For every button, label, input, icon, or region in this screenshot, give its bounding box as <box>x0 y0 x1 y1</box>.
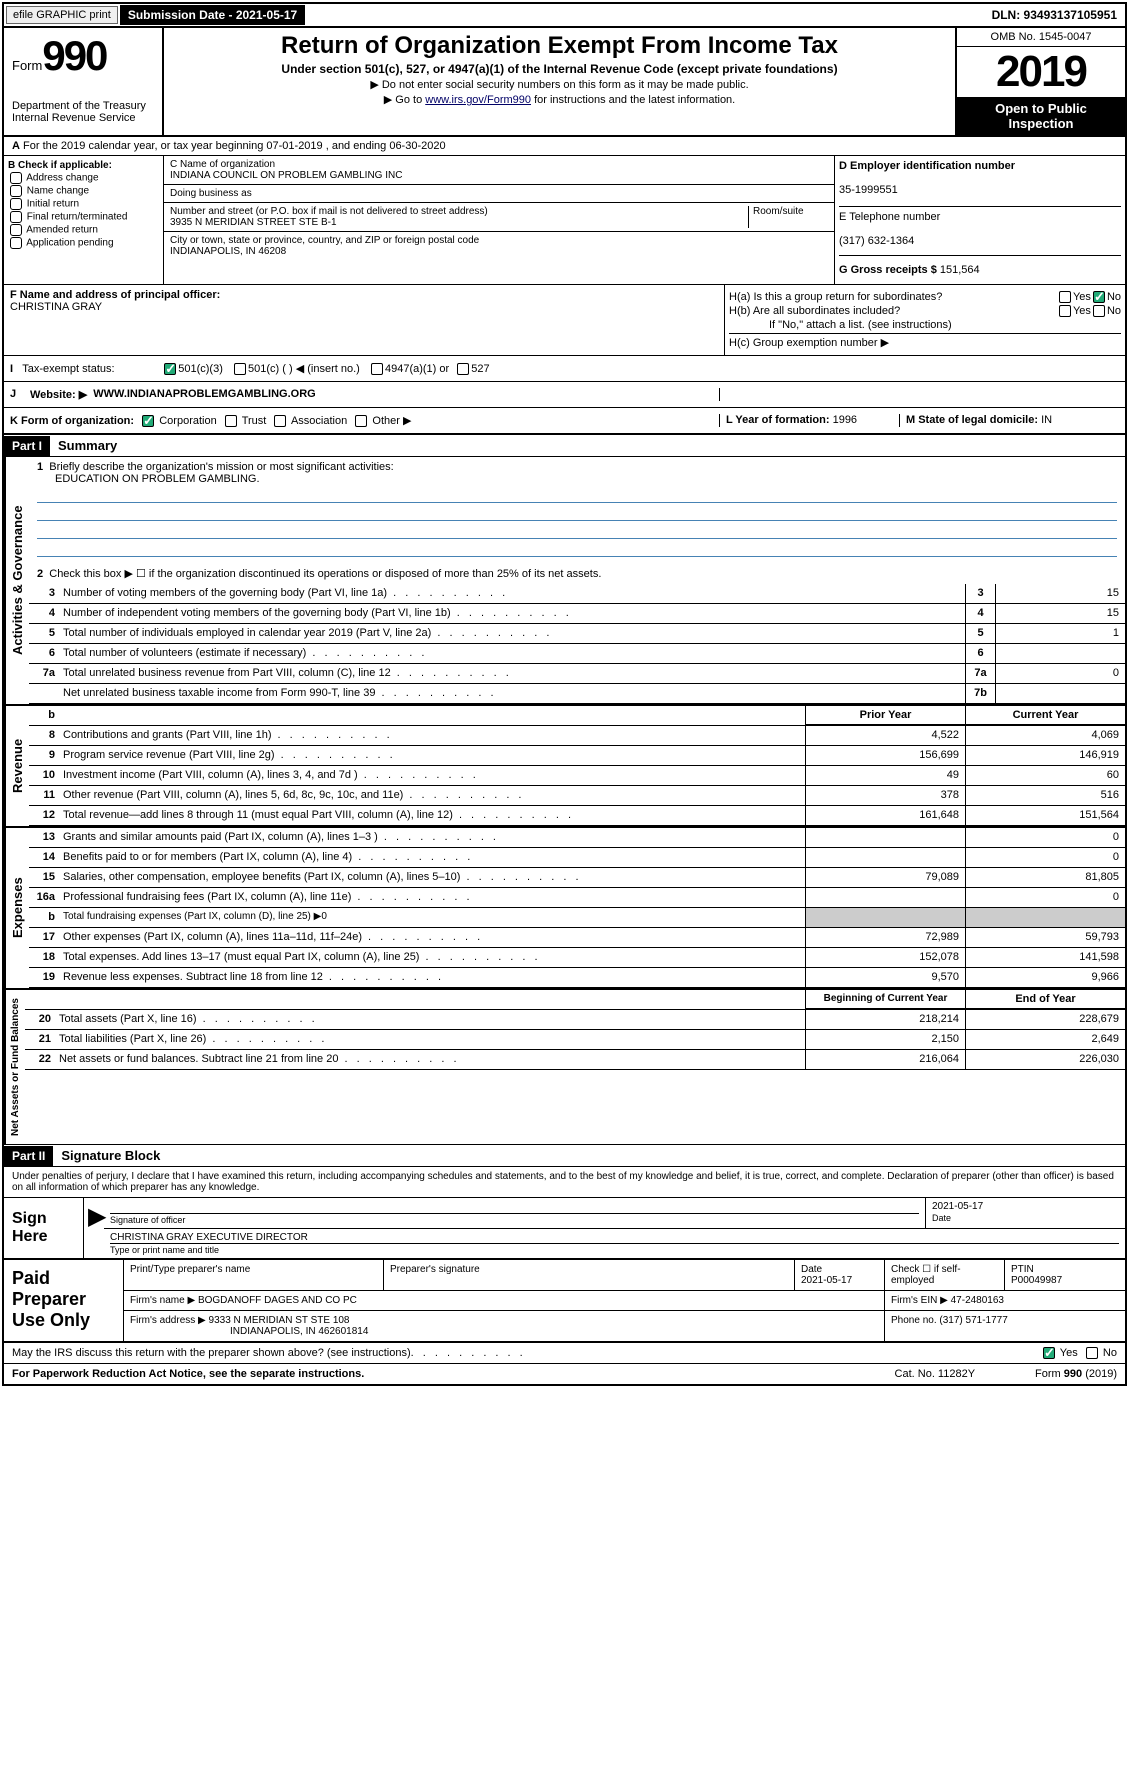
state-domicile: IN <box>1041 414 1052 426</box>
expense-line-16a: 16a Professional fundraising fees (Part … <box>29 888 1125 908</box>
vert-revenue: Revenue <box>4 706 29 826</box>
corner-b: b <box>29 706 59 725</box>
open-to-public: Open to Public Inspection <box>957 97 1125 135</box>
vert-activities-governance: Activities & Governance <box>4 457 29 704</box>
revenue-line-8: 8 Contributions and grants (Part VIII, l… <box>29 726 1125 746</box>
omb-cell: OMB No. 1545-0047 2019 Open to Public In… <box>955 28 1125 135</box>
firm-ein: 47-2480163 <box>951 1295 1004 1306</box>
subtitle: Under section 501(c), 527, or 4947(a)(1)… <box>168 62 951 76</box>
expense-line-19: 19 Revenue less expenses. Subtract line … <box>29 968 1125 988</box>
firm-address: 9333 N MERIDIAN ST STE 108 <box>209 1315 350 1326</box>
revenue-line-12: 12 Total revenue—add lines 8 through 11 … <box>29 806 1125 826</box>
line-7b: Net unrelated business taxable income fr… <box>29 684 1125 704</box>
expense-line-14: 14 Benefits paid to or for members (Part… <box>29 848 1125 868</box>
box-h: H(a) Is this a group return for subordin… <box>725 285 1125 355</box>
website-url: WWW.INDIANAPROBLEMGAMBLING.ORG <box>93 388 315 401</box>
tax-year: 2019 <box>957 47 1125 97</box>
line-5: 5 Total number of individuals employed i… <box>29 624 1125 644</box>
org-street: 3935 N MERIDIAN STREET STE B-1 <box>170 217 748 228</box>
revenue-line-9: 9 Program service revenue (Part VIII, li… <box>29 746 1125 766</box>
col-end-year: End of Year <box>965 990 1125 1009</box>
revenue-line-11: 11 Other revenue (Part VIII, column (A),… <box>29 786 1125 806</box>
paid-preparer-label: Paid Preparer Use Only <box>4 1260 124 1341</box>
part-2-title: Signature Block <box>53 1145 168 1166</box>
firm-name: BOGDANOFF DAGES AND CO PC <box>198 1295 357 1306</box>
form-number: 990 <box>42 32 106 79</box>
form-footer: Form 990 (2019) <box>1035 1368 1117 1380</box>
part-1-header: Part I <box>4 436 50 456</box>
instr-2: ▶ Go to www.irs.gov/Form990 for instruct… <box>168 93 951 106</box>
paperwork-notice: For Paperwork Reduction Act Notice, see … <box>12 1368 364 1380</box>
firm-phone: (317) 571-1777 <box>939 1315 1007 1326</box>
ptin: P00049987 <box>1011 1275 1062 1286</box>
expense-line-b: b Total fundraising expenses (Part IX, c… <box>29 908 1125 928</box>
netassets-line-22: 22 Net assets or fund balances. Subtract… <box>25 1050 1125 1070</box>
website-row: J Website: ▶ WWW.INDIANAPROBLEMGAMBLING.… <box>4 382 1125 408</box>
line-7a: 7a Total unrelated business revenue from… <box>29 664 1125 684</box>
org-city: INDIANAPOLIS, IN 46208 <box>170 246 828 257</box>
expense-line-18: 18 Total expenses. Add lines 13–17 (must… <box>29 948 1125 968</box>
department: Department of the TreasuryInternal Reven… <box>12 100 154 124</box>
ein: 35-1999551 <box>839 184 898 196</box>
box-c: C Name of organization INDIANA COUNCIL O… <box>164 156 835 284</box>
part-1-title: Summary <box>50 435 125 456</box>
expense-line-15: 15 Salaries, other compensation, employe… <box>29 868 1125 888</box>
telephone: (317) 632-1364 <box>839 235 914 247</box>
box-f: F Name and address of principal officer:… <box>4 285 725 355</box>
part-2-header: Part II <box>4 1146 53 1166</box>
mission: EDUCATION ON PROBLEM GAMBLING. <box>37 473 1117 485</box>
declaration: Under penalties of perjury, I declare th… <box>4 1167 1125 1197</box>
col-begin-year: Beginning of Current Year <box>805 990 965 1009</box>
k-l-m-row: K Form of organization: Corporation Trus… <box>4 408 1125 435</box>
org-name: INDIANA COUNCIL ON PROBLEM GAMBLING INC <box>170 170 828 181</box>
irs-link[interactable]: www.irs.gov/Form990 <box>425 94 531 106</box>
vert-net-assets: Net Assets or Fund Balances <box>4 990 25 1144</box>
col-prior-year: Prior Year <box>805 706 965 725</box>
gross-receipts: 151,564 <box>940 264 980 276</box>
prep-date: 2021-05-17 <box>801 1275 852 1286</box>
tax-exempt-status: I Tax-exempt status: 501(c)(3) 501(c) ( … <box>4 356 1125 382</box>
form-prefix: Form <box>12 58 42 73</box>
topbar: efile GRAPHIC print Submission Date - 20… <box>4 4 1125 28</box>
sig-date: 2021-05-17 <box>932 1201 983 1212</box>
dln: DLN: 93493137105951 <box>984 5 1125 25</box>
line-3: 3 Number of voting members of the govern… <box>29 584 1125 604</box>
netassets-line-21: 21 Total liabilities (Part X, line 26) 2… <box>25 1030 1125 1050</box>
line-6: 6 Total number of volunteers (estimate i… <box>29 644 1125 664</box>
title-cell: Return of Organization Exempt From Incom… <box>164 28 955 135</box>
instr-1: ▶ Do not enter social security numbers o… <box>168 78 951 91</box>
discuss-row: May the IRS discuss this return with the… <box>4 1343 1125 1364</box>
expense-line-17: 17 Other expenses (Part IX, column (A), … <box>29 928 1125 948</box>
omb-number: OMB No. 1545-0047 <box>957 28 1125 47</box>
form-number-cell: Form990 Department of the TreasuryIntern… <box>4 28 164 135</box>
col-current-year: Current Year <box>965 706 1125 725</box>
vert-expenses: Expenses <box>4 828 29 988</box>
principal-officer: CHRISTINA GRAY <box>10 301 102 313</box>
expense-line-13: 13 Grants and similar amounts paid (Part… <box>29 828 1125 848</box>
year-formation: 1996 <box>833 414 857 426</box>
efile-print-button[interactable]: efile GRAPHIC print <box>6 6 118 24</box>
netassets-line-20: 20 Total assets (Part X, line 16) 218,21… <box>25 1010 1125 1030</box>
line-4: 4 Number of independent voting members o… <box>29 604 1125 624</box>
revenue-line-10: 10 Investment income (Part VIII, column … <box>29 766 1125 786</box>
box-d-e-g: D Employer identification number 35-1999… <box>835 156 1125 284</box>
box-b: B Check if applicable: Address change Na… <box>4 156 164 284</box>
submission-date: Submission Date - 2021-05-17 <box>120 5 305 25</box>
sign-here-label: Sign Here <box>4 1198 84 1258</box>
cat-no: Cat. No. 11282Y <box>895 1368 976 1380</box>
sig-name: CHRISTINA GRAY EXECUTIVE DIRECTOR <box>110 1232 308 1243</box>
line-a: A For the 2019 calendar year, or tax yea… <box>4 137 1125 156</box>
main-title: Return of Organization Exempt From Incom… <box>168 32 951 60</box>
